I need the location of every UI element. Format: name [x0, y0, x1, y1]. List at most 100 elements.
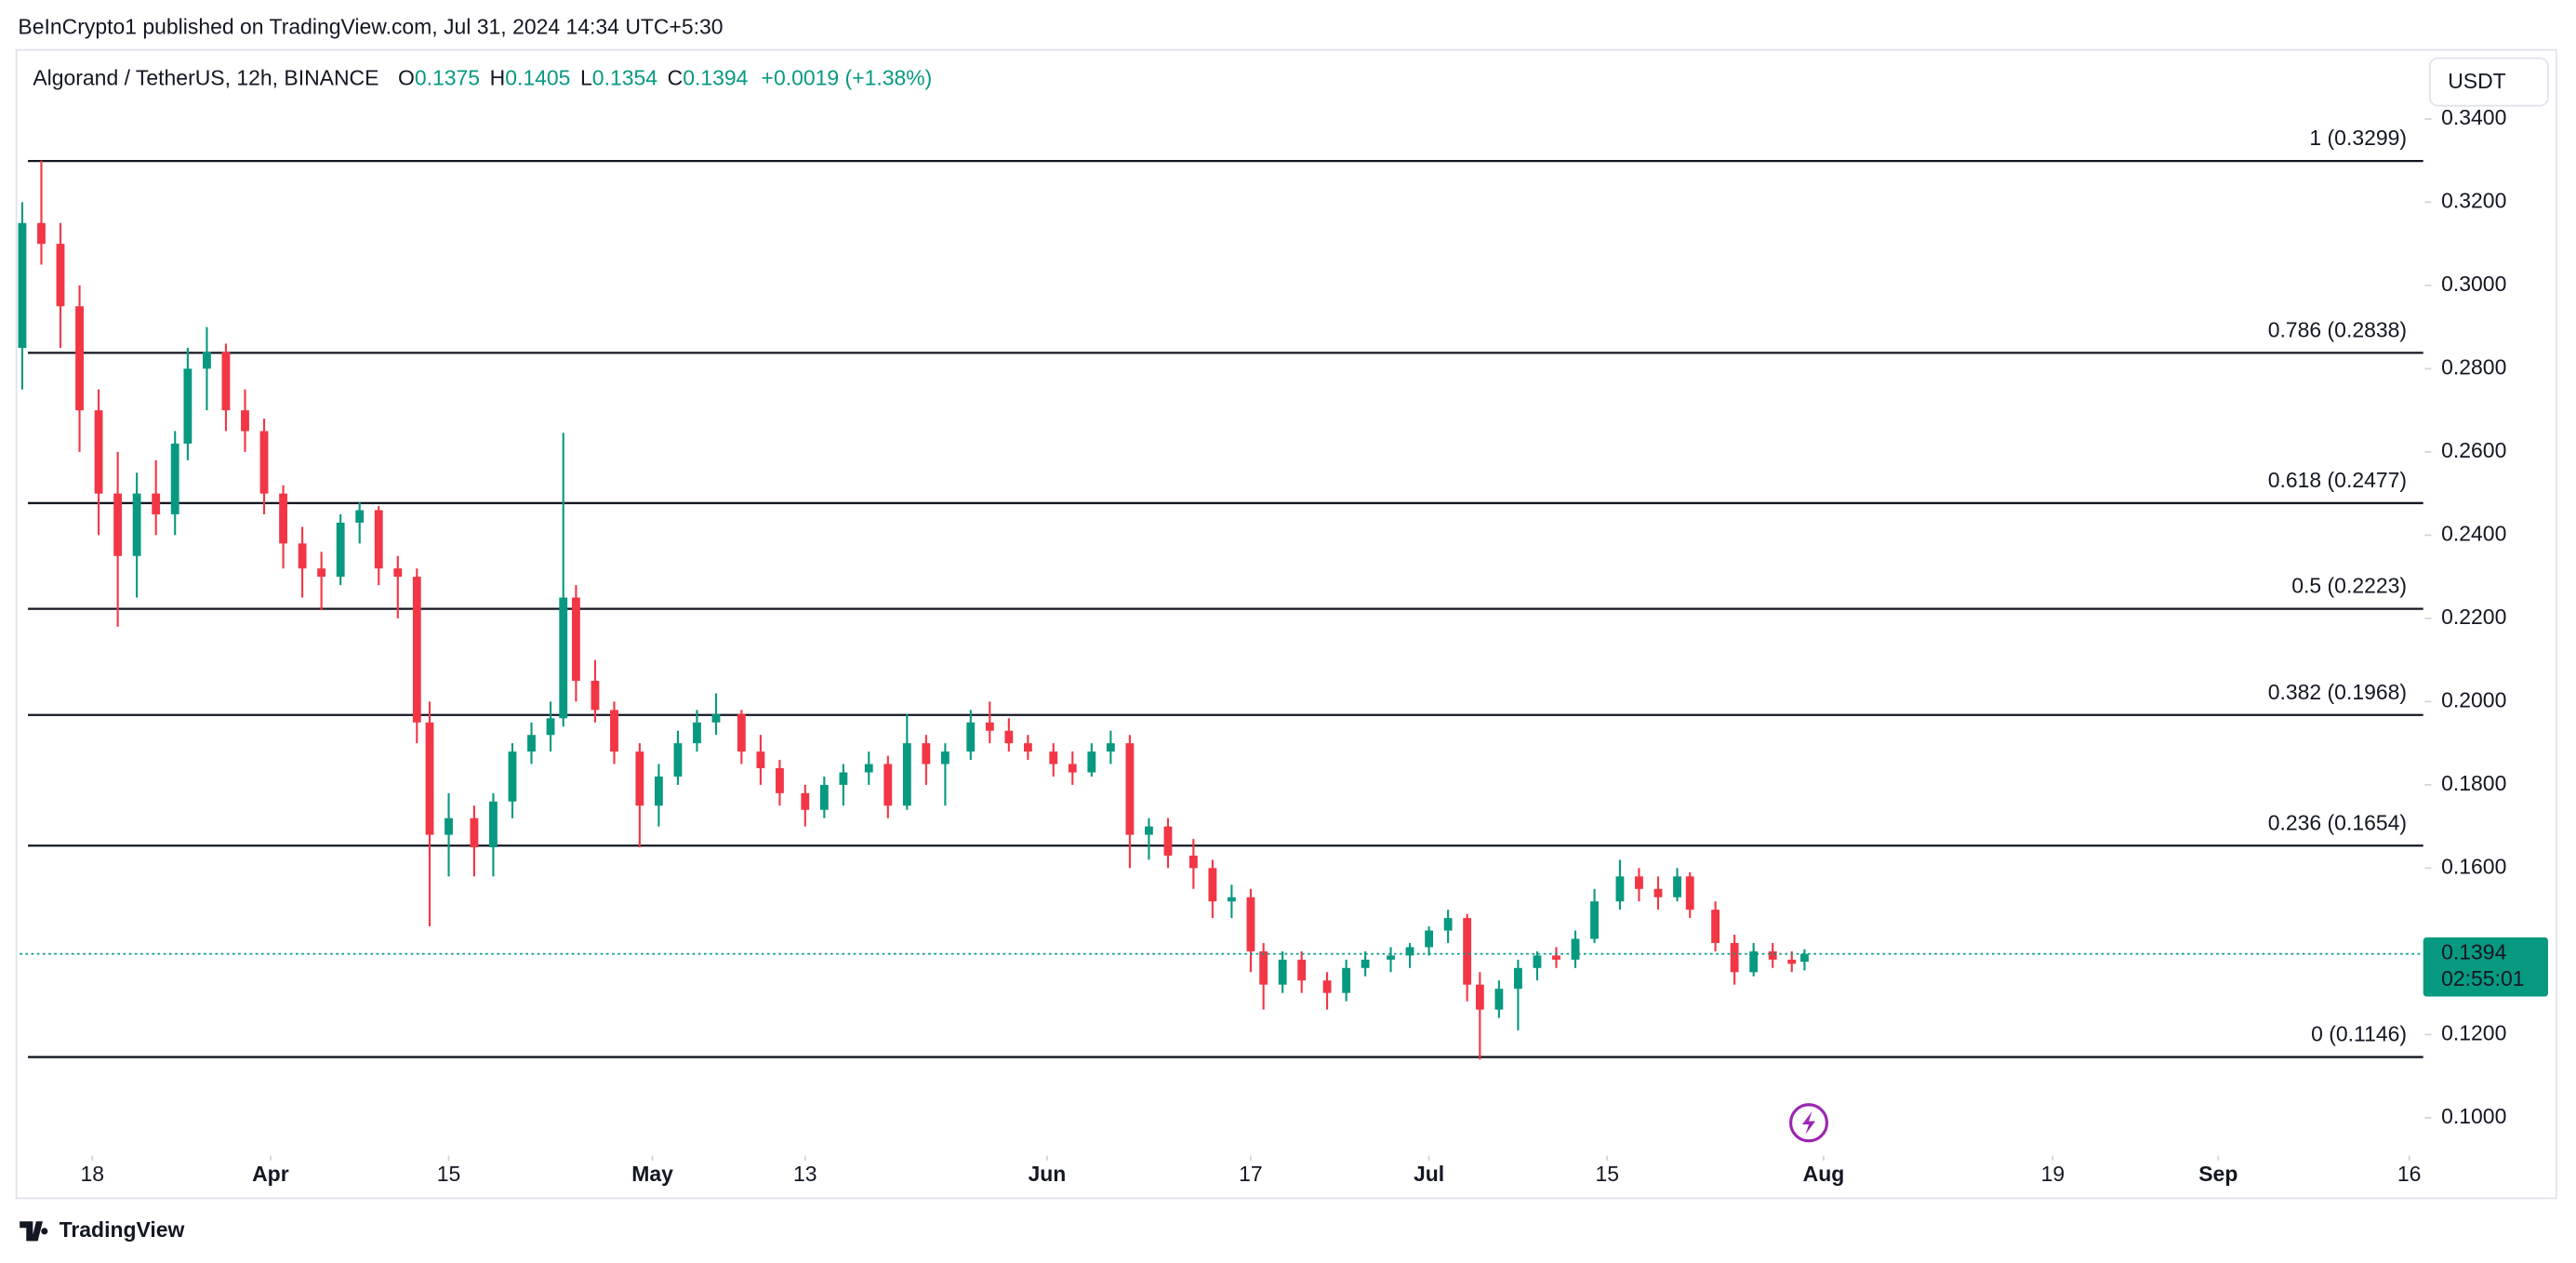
candle-body — [1787, 959, 1797, 964]
symbol-legend: Algorand / TetherUS, 12h, BINANCE O0.137… — [33, 65, 932, 89]
x-tick-label: Jun — [1029, 1162, 1067, 1186]
change-value: +0.0019 (+1.38%) — [762, 65, 933, 89]
y-tick-label: 0.3000 — [2441, 272, 2506, 296]
candle-body — [508, 751, 517, 802]
candle-body — [801, 792, 810, 810]
x-tick-label: 17 — [1239, 1162, 1263, 1186]
candle-body — [559, 597, 568, 719]
candle-body — [922, 743, 931, 764]
fib-label: 0.618 (0.2477) — [2268, 468, 2407, 492]
candle-body — [1571, 938, 1580, 960]
candle-body — [1106, 743, 1115, 752]
y-tick-label: 0.2000 — [2441, 687, 2506, 711]
candle-body — [470, 818, 479, 848]
x-tick-label: May — [631, 1162, 673, 1186]
candle-body — [673, 743, 683, 777]
candle-body — [132, 493, 141, 556]
x-tick-label: Sep — [2198, 1162, 2237, 1186]
candle-body — [985, 722, 994, 731]
candle-body — [635, 751, 644, 806]
fib-label: 0.5 (0.2223) — [2291, 574, 2407, 598]
ohlc-key: L — [580, 65, 592, 89]
candle-body — [776, 767, 784, 793]
candle-body — [1653, 888, 1663, 897]
candle-body — [1004, 730, 1014, 744]
candle-body — [546, 718, 555, 736]
fib-label: 1 (0.3299) — [2309, 126, 2407, 150]
candle-body — [966, 722, 976, 752]
x-tick-label: 18 — [80, 1162, 104, 1186]
candle-body — [18, 222, 27, 349]
candle-body — [1673, 876, 1681, 897]
candle-body — [1799, 953, 1809, 963]
candle-body — [940, 751, 949, 764]
candle-body — [1342, 967, 1351, 993]
candle-body — [839, 772, 848, 785]
last-price-label: 0.1394 — [2441, 940, 2506, 964]
candle-body — [221, 352, 231, 411]
candle-body — [1361, 959, 1370, 968]
fib-label: 0.786 (0.2838) — [2268, 317, 2407, 341]
candle-body — [1387, 955, 1395, 960]
plot-area: 0.10000.12000.14000.16000.18000.20000.22… — [18, 105, 2548, 1186]
fib-label: 0.382 (0.1968) — [2268, 680, 2407, 704]
last-price-box — [2423, 937, 2548, 997]
x-tick-label: Jul — [1414, 1162, 1444, 1186]
candle-body — [1685, 876, 1694, 911]
candle-body — [1494, 989, 1504, 1010]
candle-body — [1259, 951, 1268, 985]
y-tick-label: 0.2400 — [2441, 521, 2506, 545]
y-tick-label: 0.3200 — [2441, 188, 2506, 212]
candle-body — [1087, 751, 1096, 773]
candle-body — [819, 784, 829, 810]
candle-body — [1533, 955, 1542, 968]
brand-name: TradingView — [60, 1217, 185, 1242]
candle-body — [37, 222, 46, 245]
candle-body — [425, 722, 434, 835]
currency-label[interactable]: USDT — [2448, 69, 2505, 93]
candle-body — [393, 568, 403, 578]
ohlc-value: 0.1354 — [592, 65, 657, 89]
x-tick-label: Aug — [1803, 1162, 1845, 1186]
y-tick-label: 0.2200 — [2441, 605, 2506, 629]
flash-icon[interactable] — [1788, 1103, 1829, 1143]
brand-logo — [20, 1221, 48, 1242]
candle-body — [1635, 876, 1643, 889]
candle-body — [1443, 918, 1453, 931]
candle-body — [1711, 910, 1720, 943]
candle-body — [336, 522, 345, 578]
fib-label: 0 (0.1146) — [2311, 1022, 2407, 1046]
ohlc-value: 0.1394 — [683, 65, 748, 89]
ohlc-key: O — [398, 65, 415, 89]
x-tick-label: 19 — [2041, 1162, 2065, 1186]
candle-body — [1590, 901, 1599, 939]
ohlc-value: 0.1375 — [415, 65, 480, 89]
candle-body — [489, 801, 498, 848]
candle-body — [883, 764, 893, 806]
candle-body — [1278, 959, 1287, 985]
y-tick-label: 0.1200 — [2441, 1020, 2506, 1044]
candle-body — [1297, 959, 1307, 981]
candle-body — [654, 776, 663, 806]
candle-body — [1208, 868, 1217, 902]
candle-body — [1513, 967, 1522, 990]
x-tick-label: 16 — [2397, 1162, 2422, 1186]
candle-body — [1246, 897, 1255, 951]
candle-body — [1163, 826, 1173, 856]
candle-body — [756, 751, 765, 768]
currency-button[interactable] — [2428, 57, 2549, 107]
candle-body — [279, 493, 287, 544]
y-tick-label: 0.1000 — [2441, 1104, 2506, 1128]
x-tick-label: 13 — [793, 1162, 817, 1186]
fib-label: 0.236 (0.1654) — [2268, 810, 2407, 834]
candle-body — [571, 597, 580, 682]
y-tick-label: 0.2800 — [2441, 354, 2506, 379]
candle-body — [152, 493, 161, 515]
candle-body — [1768, 951, 1777, 960]
candle-body — [1023, 743, 1032, 752]
candle-body — [113, 493, 123, 556]
candle-body — [1615, 876, 1625, 902]
chart-frame — [15, 48, 2557, 1200]
